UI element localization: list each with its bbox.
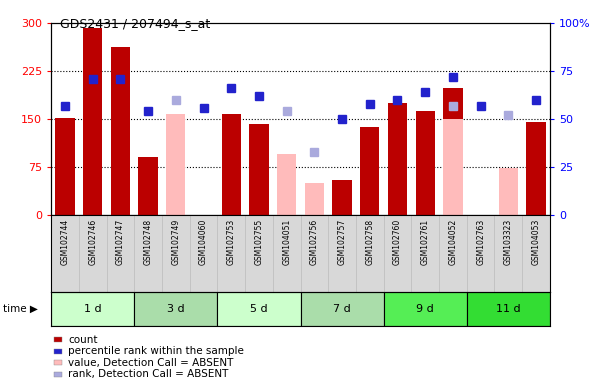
Bar <box>166 135 186 215</box>
Bar <box>305 183 324 215</box>
Text: GSM102758: GSM102758 <box>365 219 374 265</box>
Bar <box>360 127 379 215</box>
Text: GSM102749: GSM102749 <box>171 219 180 265</box>
Bar <box>443 88 463 215</box>
Bar <box>218 292 300 326</box>
Bar <box>166 114 186 215</box>
Text: GSM102755: GSM102755 <box>254 219 263 265</box>
Text: 1 d: 1 d <box>84 304 102 314</box>
Bar <box>388 103 407 215</box>
Text: 5 d: 5 d <box>250 304 267 314</box>
Text: value, Detection Call = ABSENT: value, Detection Call = ABSENT <box>68 358 233 368</box>
Bar <box>249 124 269 215</box>
Text: GSM102747: GSM102747 <box>116 219 125 265</box>
Text: GSM104052: GSM104052 <box>448 219 457 265</box>
Bar <box>222 114 241 215</box>
Text: rank, Detection Call = ABSENT: rank, Detection Call = ABSENT <box>68 369 228 379</box>
Text: 11 d: 11 d <box>496 304 520 314</box>
Bar <box>111 47 130 215</box>
Text: GSM102756: GSM102756 <box>310 219 319 265</box>
Text: GSM102760: GSM102760 <box>393 219 402 265</box>
Bar <box>415 111 435 215</box>
Text: count: count <box>68 335 97 345</box>
Text: GSM104053: GSM104053 <box>531 219 540 265</box>
Text: GSM102761: GSM102761 <box>421 219 430 265</box>
Text: GSM102753: GSM102753 <box>227 219 236 265</box>
Text: GSM104060: GSM104060 <box>199 219 208 265</box>
Text: GSM104051: GSM104051 <box>282 219 291 265</box>
Text: time ▶: time ▶ <box>3 304 38 314</box>
Bar <box>300 292 383 326</box>
Bar <box>467 292 550 326</box>
Bar <box>83 28 102 215</box>
Bar <box>55 118 75 215</box>
Bar <box>138 157 158 215</box>
Bar <box>443 119 463 215</box>
Text: GSM102763: GSM102763 <box>476 219 485 265</box>
Bar <box>332 180 352 215</box>
Text: GSM102744: GSM102744 <box>61 219 70 265</box>
Bar <box>499 168 518 215</box>
Text: 9 d: 9 d <box>416 304 434 314</box>
Text: GSM102746: GSM102746 <box>88 219 97 265</box>
Bar <box>526 122 546 215</box>
Text: 3 d: 3 d <box>167 304 185 314</box>
Bar <box>277 154 296 215</box>
Text: GSM102757: GSM102757 <box>338 219 347 265</box>
Bar <box>383 292 467 326</box>
Text: GDS2431 / 207494_s_at: GDS2431 / 207494_s_at <box>60 17 210 30</box>
Text: GSM103323: GSM103323 <box>504 219 513 265</box>
Bar <box>51 292 134 326</box>
Text: 7 d: 7 d <box>333 304 351 314</box>
Text: GSM102748: GSM102748 <box>144 219 153 265</box>
Text: percentile rank within the sample: percentile rank within the sample <box>68 346 244 356</box>
Bar <box>134 292 218 326</box>
